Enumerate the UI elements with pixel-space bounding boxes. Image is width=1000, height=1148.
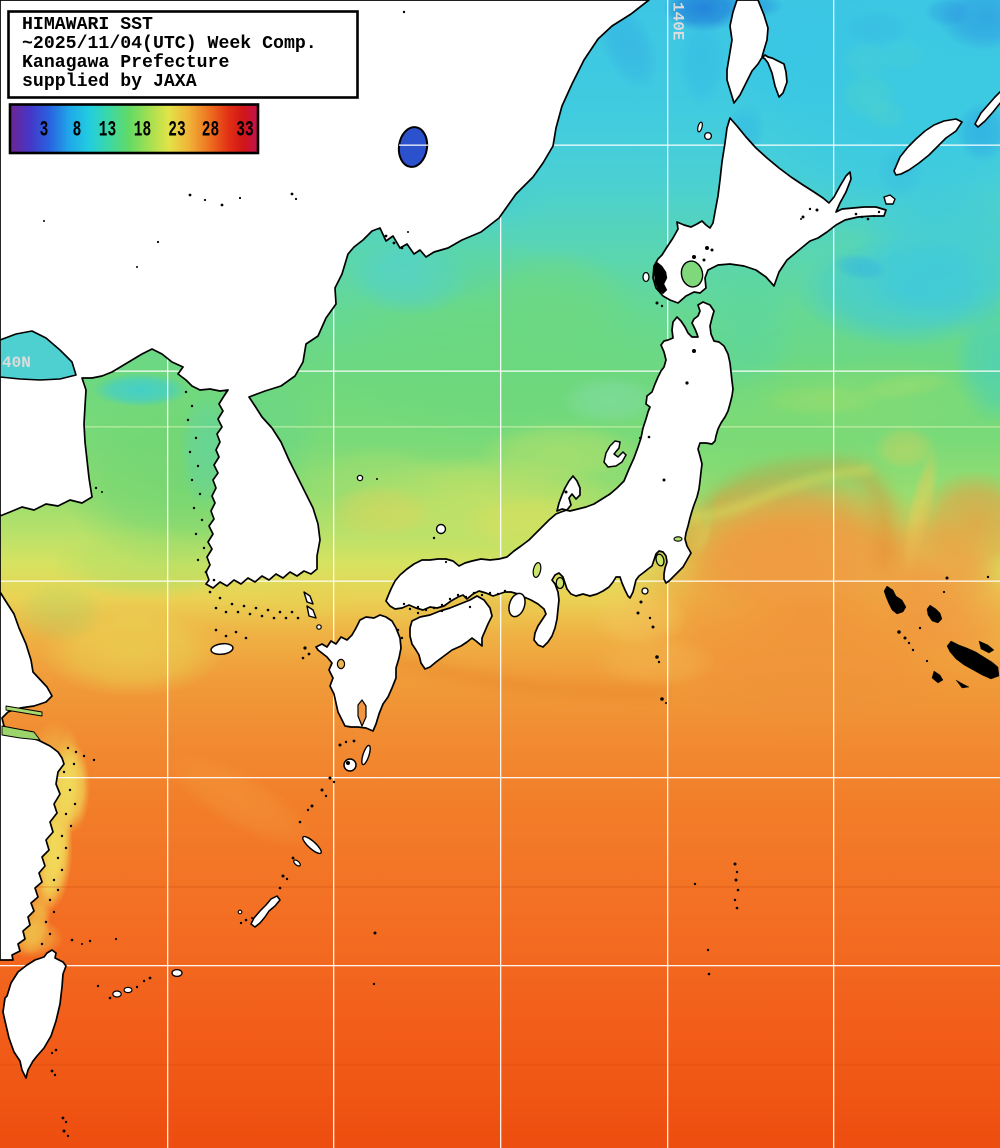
svg-text:28: 28 — [202, 116, 219, 142]
svg-text:140E: 140E — [669, 2, 687, 40]
svg-text:13: 13 — [99, 116, 116, 142]
svg-text:supplied by JAXA: supplied by JAXA — [22, 72, 197, 92]
svg-text:3: 3 — [40, 116, 49, 142]
svg-text:33: 33 — [236, 116, 253, 142]
svg-text:18: 18 — [134, 116, 151, 142]
svg-text:8: 8 — [73, 116, 82, 142]
svg-text:~2025/11/04(UTC) Week Comp.: ~2025/11/04(UTC) Week Comp. — [22, 34, 317, 54]
svg-text:40N: 40N — [2, 354, 31, 372]
svg-text:23: 23 — [168, 116, 185, 142]
svg-text:Kanagawa Prefecture: Kanagawa Prefecture — [22, 53, 229, 73]
svg-text:HIMAWARI SST: HIMAWARI SST — [22, 15, 153, 35]
